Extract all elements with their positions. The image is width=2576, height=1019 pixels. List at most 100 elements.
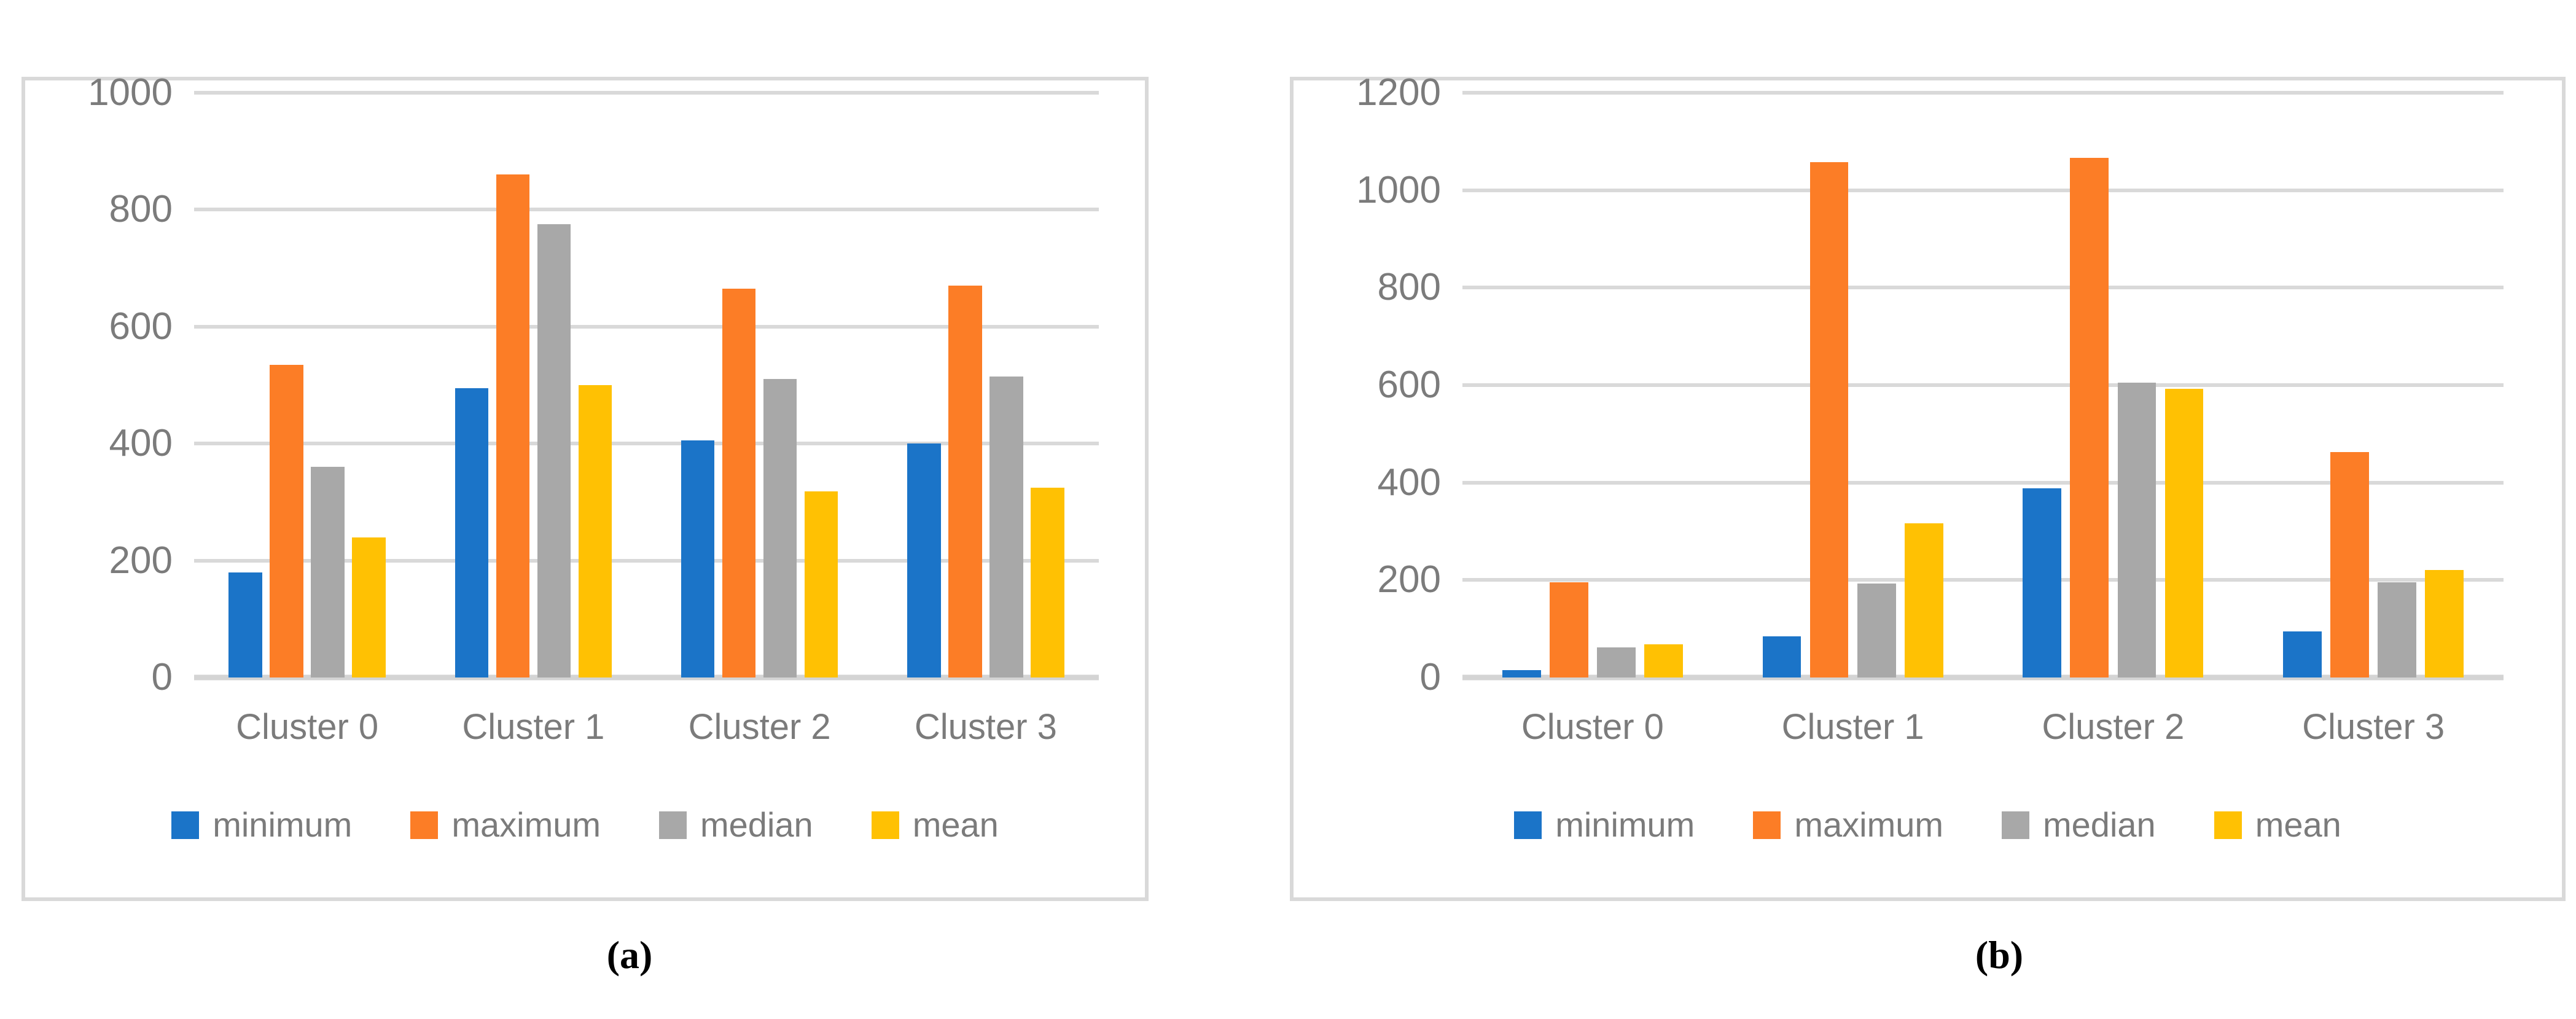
y-tick-label: 600 bbox=[109, 305, 173, 348]
bar-minimum-cluster-3 bbox=[907, 443, 941, 677]
legend-label: minimum bbox=[213, 805, 353, 844]
legend: minimum maximum median mean bbox=[25, 805, 1145, 845]
gridline bbox=[194, 91, 1099, 95]
x-axis-labels: Cluster 0 Cluster 1 Cluster 2 Cluster 3 bbox=[1462, 704, 2504, 750]
bar-group-cluster-2 bbox=[1983, 93, 2244, 677]
y-tick-label: 200 bbox=[1377, 558, 1441, 601]
y-tick-label: 1000 bbox=[1356, 168, 1441, 211]
bar-median-cluster-2 bbox=[2117, 383, 2156, 677]
bar-minimum-cluster-2 bbox=[681, 440, 715, 677]
clusters bbox=[194, 93, 1099, 677]
bar-minimum-cluster-1 bbox=[455, 388, 489, 677]
bar-mean-cluster-1 bbox=[578, 385, 612, 677]
bar-group-cluster-1 bbox=[420, 93, 646, 677]
gridline bbox=[194, 674, 1099, 681]
gridline bbox=[1462, 286, 2504, 290]
bar-median-cluster-0 bbox=[311, 467, 345, 677]
gridlines bbox=[194, 91, 1099, 681]
bar-maximum-cluster-3 bbox=[948, 286, 982, 677]
gridline bbox=[1462, 578, 2504, 582]
bar-median-cluster-0 bbox=[1597, 647, 1636, 677]
x-axis-label: Cluster 1 bbox=[462, 707, 605, 747]
y-tick-label: 800 bbox=[1377, 266, 1441, 309]
bar-minimum-cluster-0 bbox=[228, 572, 262, 677]
y-tick-label: 200 bbox=[109, 539, 173, 582]
chart-panel-a: 0 200 400 600 800 1000 Cluster 0 Cluster 1 Clus… bbox=[21, 74, 1149, 901]
gridline bbox=[1462, 674, 2504, 681]
bar-minimum-cluster-1 bbox=[1762, 636, 1801, 677]
gridline bbox=[194, 324, 1099, 329]
y-tick-label: 0 bbox=[151, 656, 173, 698]
gridline bbox=[194, 442, 1099, 446]
bar-group-cluster-1 bbox=[1723, 93, 1983, 677]
legend-swatch-mean-icon bbox=[2214, 811, 2242, 839]
bar-mean-cluster-3 bbox=[1031, 487, 1064, 677]
bar-maximum-cluster-1 bbox=[1809, 162, 1849, 677]
legend-swatch-mean-icon bbox=[871, 811, 899, 839]
legend-item-mean: mean bbox=[871, 805, 999, 844]
legend-swatch-median-icon bbox=[659, 811, 687, 839]
y-tick-label: 400 bbox=[1377, 461, 1441, 504]
bar-median-cluster-2 bbox=[763, 379, 797, 677]
gridline bbox=[1462, 383, 2504, 387]
caption-a: (a) bbox=[606, 933, 653, 977]
legend-item-median: median bbox=[2002, 808, 2156, 842]
bar-mean-cluster-2 bbox=[2164, 388, 2204, 677]
gridline bbox=[194, 208, 1099, 212]
bar-maximum-cluster-3 bbox=[2330, 452, 2369, 677]
x-axis-label: Cluster 0 bbox=[1521, 707, 1664, 747]
caption-b: (b) bbox=[1975, 933, 2024, 977]
bar-group-cluster-3 bbox=[2243, 93, 2504, 677]
bar-minimum-cluster-2 bbox=[2023, 488, 2062, 677]
legend-label: median bbox=[700, 805, 813, 844]
bar-maximum-cluster-2 bbox=[2070, 157, 2109, 677]
gridlines bbox=[1462, 91, 2504, 681]
bar-mean-cluster-1 bbox=[1904, 523, 1943, 677]
bar-minimum-cluster-3 bbox=[2283, 631, 2322, 677]
legend-item-minimum: minimum bbox=[171, 808, 352, 842]
legend-item-maximum: maximum bbox=[410, 808, 601, 842]
legend: minimum maximum median mean bbox=[1294, 805, 2562, 845]
bar-median-cluster-1 bbox=[1857, 583, 1896, 677]
y-axis: 0 200 400 600 800 1000 1200 bbox=[1294, 74, 1441, 697]
bar-maximum-cluster-1 bbox=[496, 174, 530, 677]
plot-area bbox=[194, 91, 1099, 681]
y-axis: 0 200 400 600 800 1000 bbox=[25, 74, 173, 697]
legend-label: minimum bbox=[1555, 805, 1695, 844]
y-tick-label: 1200 bbox=[1356, 71, 1441, 114]
legend-swatch-minimum-icon bbox=[1514, 811, 1542, 839]
bar-median-cluster-1 bbox=[537, 224, 571, 677]
gridline bbox=[194, 558, 1099, 563]
bar-maximum-cluster-2 bbox=[722, 288, 756, 677]
legend-item-median: median bbox=[659, 808, 813, 842]
y-tick-label: 1000 bbox=[88, 71, 173, 114]
x-axis-label: Cluster 3 bbox=[2302, 707, 2445, 747]
y-tick-label: 800 bbox=[109, 188, 173, 231]
y-tick-label: 400 bbox=[109, 422, 173, 465]
bar-median-cluster-3 bbox=[2378, 582, 2417, 677]
legend-label: mean bbox=[2255, 805, 2341, 844]
bar-maximum-cluster-0 bbox=[270, 364, 303, 677]
plot-area bbox=[1462, 91, 2504, 681]
gridline bbox=[1462, 188, 2504, 192]
bar-group-cluster-0 bbox=[1462, 93, 1723, 677]
bar-mean-cluster-3 bbox=[2425, 570, 2464, 677]
bar-maximum-cluster-0 bbox=[1549, 582, 1588, 677]
bar-mean-cluster-0 bbox=[1644, 644, 1683, 677]
legend-label: maximum bbox=[1794, 805, 1944, 844]
legend-item-maximum: maximum bbox=[1753, 808, 1943, 842]
bar-group-cluster-2 bbox=[647, 93, 873, 677]
x-axis-label: Cluster 1 bbox=[1781, 707, 1924, 747]
legend-label: mean bbox=[912, 805, 999, 844]
x-axis-label: Cluster 0 bbox=[236, 707, 379, 747]
legend-item-minimum: minimum bbox=[1514, 808, 1695, 842]
legend-label: maximum bbox=[451, 805, 601, 844]
bar-group-cluster-3 bbox=[873, 93, 1099, 677]
legend-label: median bbox=[2043, 805, 2156, 844]
bar-median-cluster-3 bbox=[989, 376, 1023, 677]
bar-mean-cluster-2 bbox=[804, 491, 838, 677]
legend-item-mean: mean bbox=[2214, 808, 2341, 842]
legend-swatch-maximum-icon bbox=[410, 811, 439, 839]
legend-swatch-minimum-icon bbox=[171, 811, 200, 839]
